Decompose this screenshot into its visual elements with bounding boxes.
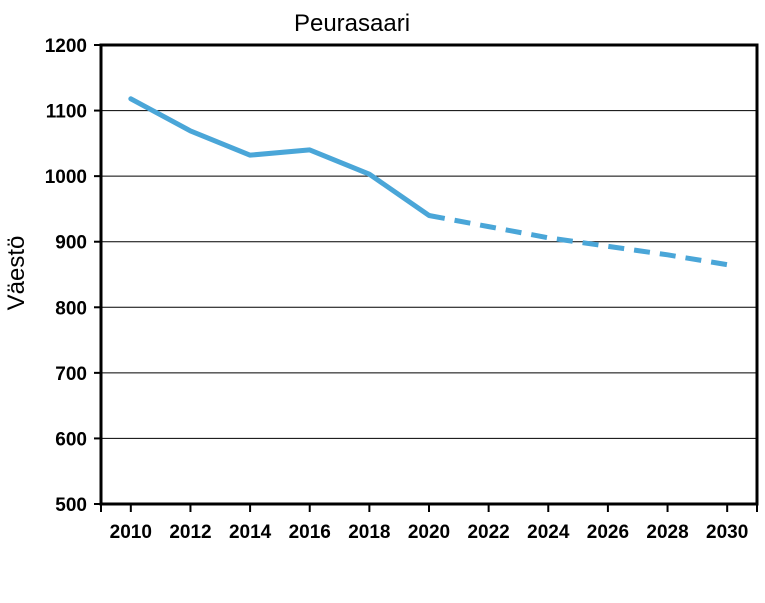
x-axis-ticks: 2010 2012 2014 2016 2018 2020 2022 2024 2026 2028… [100, 504, 758, 543]
series-lines [128, 96, 728, 268]
x-tick-label: 2010 [110, 522, 152, 543]
x-tick-label: 2018 [348, 522, 390, 543]
x-tick-label: 2026 [587, 522, 629, 543]
x-tick-label: 2014 [229, 522, 272, 543]
history-line [128, 96, 432, 218]
y-axis-label: Väestö [3, 236, 30, 311]
gridlines [101, 110, 757, 439]
x-tick-label: 2030 [706, 522, 748, 543]
y-axis-ticks: 500 600 700 800 900 1000 1100 1200 [45, 36, 101, 516]
x-tick-label: 2020 [408, 522, 450, 543]
y-tick-label: 1000 [45, 167, 87, 188]
x-tick-label: 2028 [646, 522, 688, 543]
x-tick-label: 2024 [527, 522, 570, 543]
y-tick-label: 900 [55, 233, 87, 254]
forecast-line [428, 213, 728, 268]
y-tick-label: 700 [55, 364, 87, 385]
chart-title: Peurasaari [294, 10, 410, 37]
y-tick-label: 600 [55, 429, 87, 450]
y-tick-label: 1200 [45, 36, 87, 57]
x-tick-label: 2016 [289, 522, 331, 543]
x-tick-label: 2022 [467, 522, 509, 543]
y-tick-label: 800 [55, 298, 87, 319]
plot-area-border [99, 43, 759, 506]
y-tick-label: 500 [55, 495, 87, 516]
x-tick-label: 2012 [169, 522, 211, 543]
y-tick-label: 1100 [46, 102, 87, 123]
